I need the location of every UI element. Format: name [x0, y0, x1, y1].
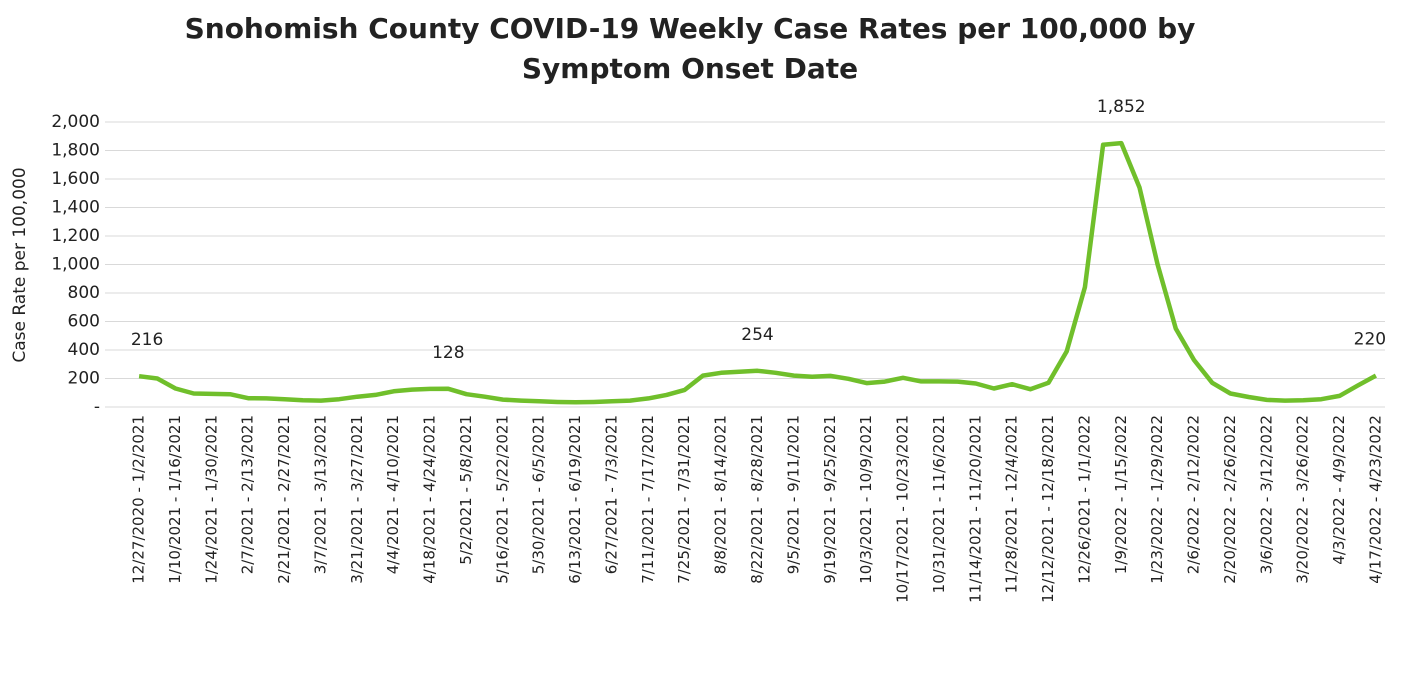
x-tick-label: 10/31/2021 - 11/6/2021 [930, 415, 948, 593]
x-tick-label: 8/8/2021 - 8/14/2021 [712, 415, 730, 574]
x-tick-label: 10/17/2021 - 10/23/2021 [894, 415, 912, 603]
data-label: 1,852 [1097, 97, 1146, 117]
x-tick-label: 5/2/2021 - 5/8/2021 [457, 415, 475, 565]
x-tick-label: 2/21/2021 - 2/27/2021 [275, 415, 293, 584]
x-tick-label: 8/22/2021 - 8/28/2021 [748, 415, 766, 584]
x-tick-label: 11/28/2021 - 12/4/2021 [1003, 415, 1021, 593]
x-tick-label: 1/23/2022 - 1/29/2022 [1148, 415, 1166, 584]
x-tick-label: 12/12/2021 - 12/18/2021 [1039, 415, 1057, 603]
chart-title: Symptom Onset Date [522, 52, 858, 85]
x-tick-label: 4/18/2021 - 4/24/2021 [421, 415, 439, 584]
x-tick-label: 7/11/2021 - 7/17/2021 [639, 415, 657, 584]
x-tick-label: 5/16/2021 - 5/22/2021 [493, 415, 511, 584]
x-tick-label: 7/25/2021 - 7/31/2021 [675, 415, 693, 584]
x-tick-label: 2/20/2022 - 2/26/2022 [1221, 415, 1239, 584]
x-tick-label: 10/3/2021 - 10/9/2021 [857, 415, 875, 584]
x-tick-label: 5/30/2021 - 6/5/2021 [530, 415, 548, 574]
x-tick-label: 2/7/2021 - 2/13/2021 [239, 415, 257, 574]
x-tick-label: 3/20/2022 - 3/26/2022 [1294, 415, 1312, 584]
x-tick-label: 4/4/2021 - 4/10/2021 [384, 415, 402, 574]
y-tick-label: 1,600 [51, 169, 100, 189]
line-series [138, 140, 1377, 405]
y-tick-label: 1,400 [51, 198, 100, 218]
x-tick-label: 1/9/2022 - 1/15/2022 [1112, 415, 1130, 574]
y-tick-label: 600 [68, 312, 100, 332]
data-label: 128 [432, 343, 464, 363]
x-tick-label: 3/7/2021 - 3/13/2021 [311, 415, 329, 574]
x-tick-label: 11/14/2021 - 11/20/2021 [966, 415, 984, 603]
x-tick-label: 4/3/2022 - 4/9/2022 [1330, 415, 1348, 565]
x-tick-label: 3/6/2022 - 3/12/2022 [1257, 415, 1275, 574]
x-tick-label: 12/26/2021 - 1/1/2022 [1075, 415, 1093, 584]
x-tick-label: 1/10/2021 - 1/16/2021 [166, 415, 184, 584]
data-label: 216 [131, 330, 163, 350]
y-tick-label: 400 [68, 340, 100, 360]
y-tick-label: - [94, 397, 100, 417]
data-label: 220 [1354, 330, 1386, 350]
x-tick-label: 6/13/2021 - 6/19/2021 [566, 415, 584, 584]
x-tick-label: 2/6/2022 - 2/12/2022 [1185, 415, 1203, 574]
x-tick-label: 1/24/2021 - 1/30/2021 [202, 415, 220, 584]
x-tick-label: 4/17/2022 - 4/23/2022 [1366, 415, 1384, 584]
y-tick-label: 2,000 [51, 112, 100, 132]
x-tick-label: 3/21/2021 - 3/27/2021 [348, 415, 366, 584]
x-tick-label: 6/27/2021 - 7/3/2021 [602, 415, 620, 574]
y-tick-label: 1,200 [51, 226, 100, 246]
x-tick-label: 9/19/2021 - 9/25/2021 [821, 415, 839, 584]
x-tick-label: 12/27/2020 - 1/2/2021 [130, 415, 148, 584]
y-tick-label: 1,000 [51, 255, 100, 275]
y-tick-label: 800 [68, 283, 100, 303]
data-label: 254 [741, 325, 773, 345]
y-tick-label: 1,800 [51, 141, 100, 161]
chart-title: Snohomish County COVID-19 Weekly Case Ra… [185, 12, 1196, 45]
x-tick-label: 9/5/2021 - 9/11/2021 [784, 415, 802, 574]
y-axis-title: Case Rate per 100,000 [10, 167, 30, 362]
y-tick-label: 200 [68, 369, 100, 389]
